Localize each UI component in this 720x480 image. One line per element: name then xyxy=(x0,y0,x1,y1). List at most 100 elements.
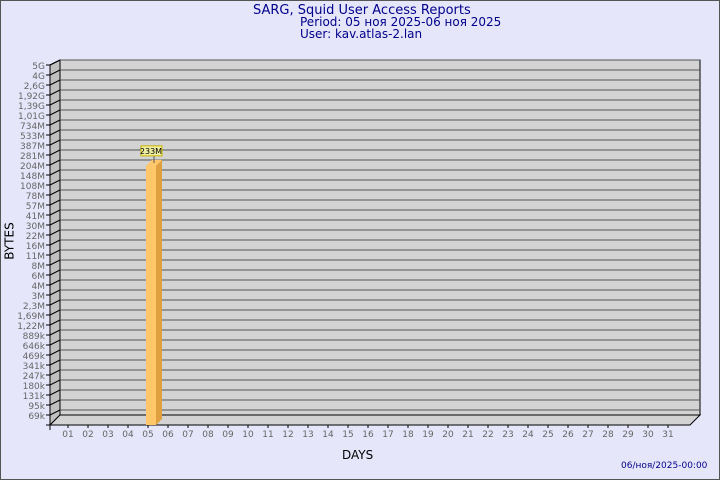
y-tick-label: 148M xyxy=(20,172,45,182)
data-label-box xyxy=(140,145,163,157)
gridline-side xyxy=(49,269,61,276)
x-tick-label: 11 xyxy=(262,430,273,440)
gridline-side xyxy=(49,319,61,326)
y-tick-label: 734M xyxy=(20,122,45,132)
y-tick-label: 1,01G xyxy=(18,112,45,122)
gridline-side xyxy=(49,119,61,126)
gridline-side xyxy=(49,69,61,76)
y-tick-label: 22M xyxy=(26,232,45,242)
gridline-side xyxy=(49,299,61,306)
gridline-side xyxy=(49,279,61,286)
gridline-side xyxy=(49,259,61,266)
x-tick-label: 04 xyxy=(122,430,134,440)
y-tick-label: 1,39G xyxy=(18,102,45,112)
x-tick-label: 30 xyxy=(642,430,654,440)
gridline-side xyxy=(49,79,61,86)
y-tick-label: 3M xyxy=(32,292,46,302)
x-axis-label: DAYS xyxy=(342,448,374,462)
x-tick-label: 13 xyxy=(302,430,313,440)
x-tick-label: 10 xyxy=(242,430,254,440)
y-tick-label: 281M xyxy=(20,152,45,162)
gridline-side xyxy=(49,239,61,246)
footer-timestamp: 06/ноя/2025-00:00 xyxy=(621,461,708,471)
x-tick-label: 05 xyxy=(142,430,153,440)
x-tick-label: 02 xyxy=(82,430,93,440)
y-tick-label: 108M xyxy=(20,182,45,192)
y-tick-label: 469k xyxy=(23,352,46,362)
x-tick-label: 27 xyxy=(582,430,593,440)
y-tick-label: 247k xyxy=(23,372,46,382)
gridline-side xyxy=(49,219,61,226)
gridline-side xyxy=(49,59,61,66)
y-tick-label: 57M xyxy=(26,202,45,212)
y-tick-label: 4G xyxy=(32,72,45,82)
y-tick-label: 1,22M xyxy=(17,322,45,332)
gridline-side xyxy=(49,169,61,176)
gridline-side xyxy=(49,369,61,376)
x-tick-label: 26 xyxy=(562,430,574,440)
x-tick-label: 28 xyxy=(602,430,614,440)
gridline-side xyxy=(49,399,61,406)
bar-05 xyxy=(146,165,156,425)
user-label: User: kav.atlas-2.lan xyxy=(300,27,423,41)
y-tick-label: 78M xyxy=(26,192,45,202)
x-tick-label: 18 xyxy=(402,430,414,440)
y-tick-label: 5G xyxy=(32,62,45,72)
gridline-side xyxy=(49,309,61,316)
bar-side xyxy=(156,159,162,425)
gridline-side xyxy=(49,189,61,196)
data-label: 233M xyxy=(140,147,162,156)
gridline-side xyxy=(49,249,61,256)
x-tick-label: 12 xyxy=(282,430,293,440)
gridline-side xyxy=(49,329,61,336)
x-tick-label: 17 xyxy=(382,430,393,440)
x-tick-label: 25 xyxy=(542,430,553,440)
x-tick-label: 15 xyxy=(342,430,353,440)
y-tick-label: 2,3M xyxy=(23,302,45,312)
y-tick-label: 95k xyxy=(28,402,45,412)
y-tick-label: 533M xyxy=(20,132,45,142)
gridline-side xyxy=(49,359,61,366)
gridline-side xyxy=(49,409,61,416)
y-tick-label: 889k xyxy=(23,332,46,342)
y-tick-label: 646k xyxy=(23,342,46,352)
gridline-side xyxy=(49,289,61,296)
x-tick-label: 20 xyxy=(442,430,454,440)
x-tick-label: 06 xyxy=(162,430,174,440)
gridline-side xyxy=(49,349,61,356)
y-tick-label: 41M xyxy=(26,212,45,222)
y-tick-label: 341k xyxy=(23,362,46,372)
y-tick-label: 387M xyxy=(20,142,45,152)
x-tick-label: 08 xyxy=(202,430,214,440)
y-tick-label: 2,6G xyxy=(24,82,45,92)
gridline-side xyxy=(49,209,61,216)
y-tick-label: 8M xyxy=(32,262,46,272)
x-tick-label: 03 xyxy=(102,430,113,440)
period-label: Period: 05 ноя 2025-06 ноя 2025 xyxy=(300,15,502,29)
x-tick-label: 19 xyxy=(422,430,434,440)
y-tick-label: 204M xyxy=(20,162,45,172)
gridline-side xyxy=(49,129,61,136)
gridline-side xyxy=(49,159,61,166)
x-tick-label: 23 xyxy=(502,430,513,440)
y-tick-label: 30M xyxy=(26,222,45,232)
x-tick-label: 07 xyxy=(182,430,193,440)
x-tick-label: 22 xyxy=(482,430,493,440)
y-tick-label: 1,69M xyxy=(17,312,45,322)
y-tick-label: 69k xyxy=(28,412,45,422)
gridline-side xyxy=(49,89,61,96)
gridline-side xyxy=(49,229,61,236)
y-tick-label: 1,92G xyxy=(18,92,45,102)
y-tick-label: 16M xyxy=(26,242,45,252)
y-tick-label: 6M xyxy=(32,272,46,282)
y-tick-label: 131k xyxy=(23,392,46,402)
gridline-side xyxy=(49,149,61,156)
x-tick-label: 29 xyxy=(622,430,634,440)
x-tick-label: 16 xyxy=(362,430,374,440)
x-tick-label: 09 xyxy=(222,430,234,440)
y-tick-label: 4M xyxy=(32,282,46,292)
y-tick-label: 180k xyxy=(23,382,46,392)
y-tick-label: 11M xyxy=(26,252,45,262)
gridline-side xyxy=(49,139,61,146)
